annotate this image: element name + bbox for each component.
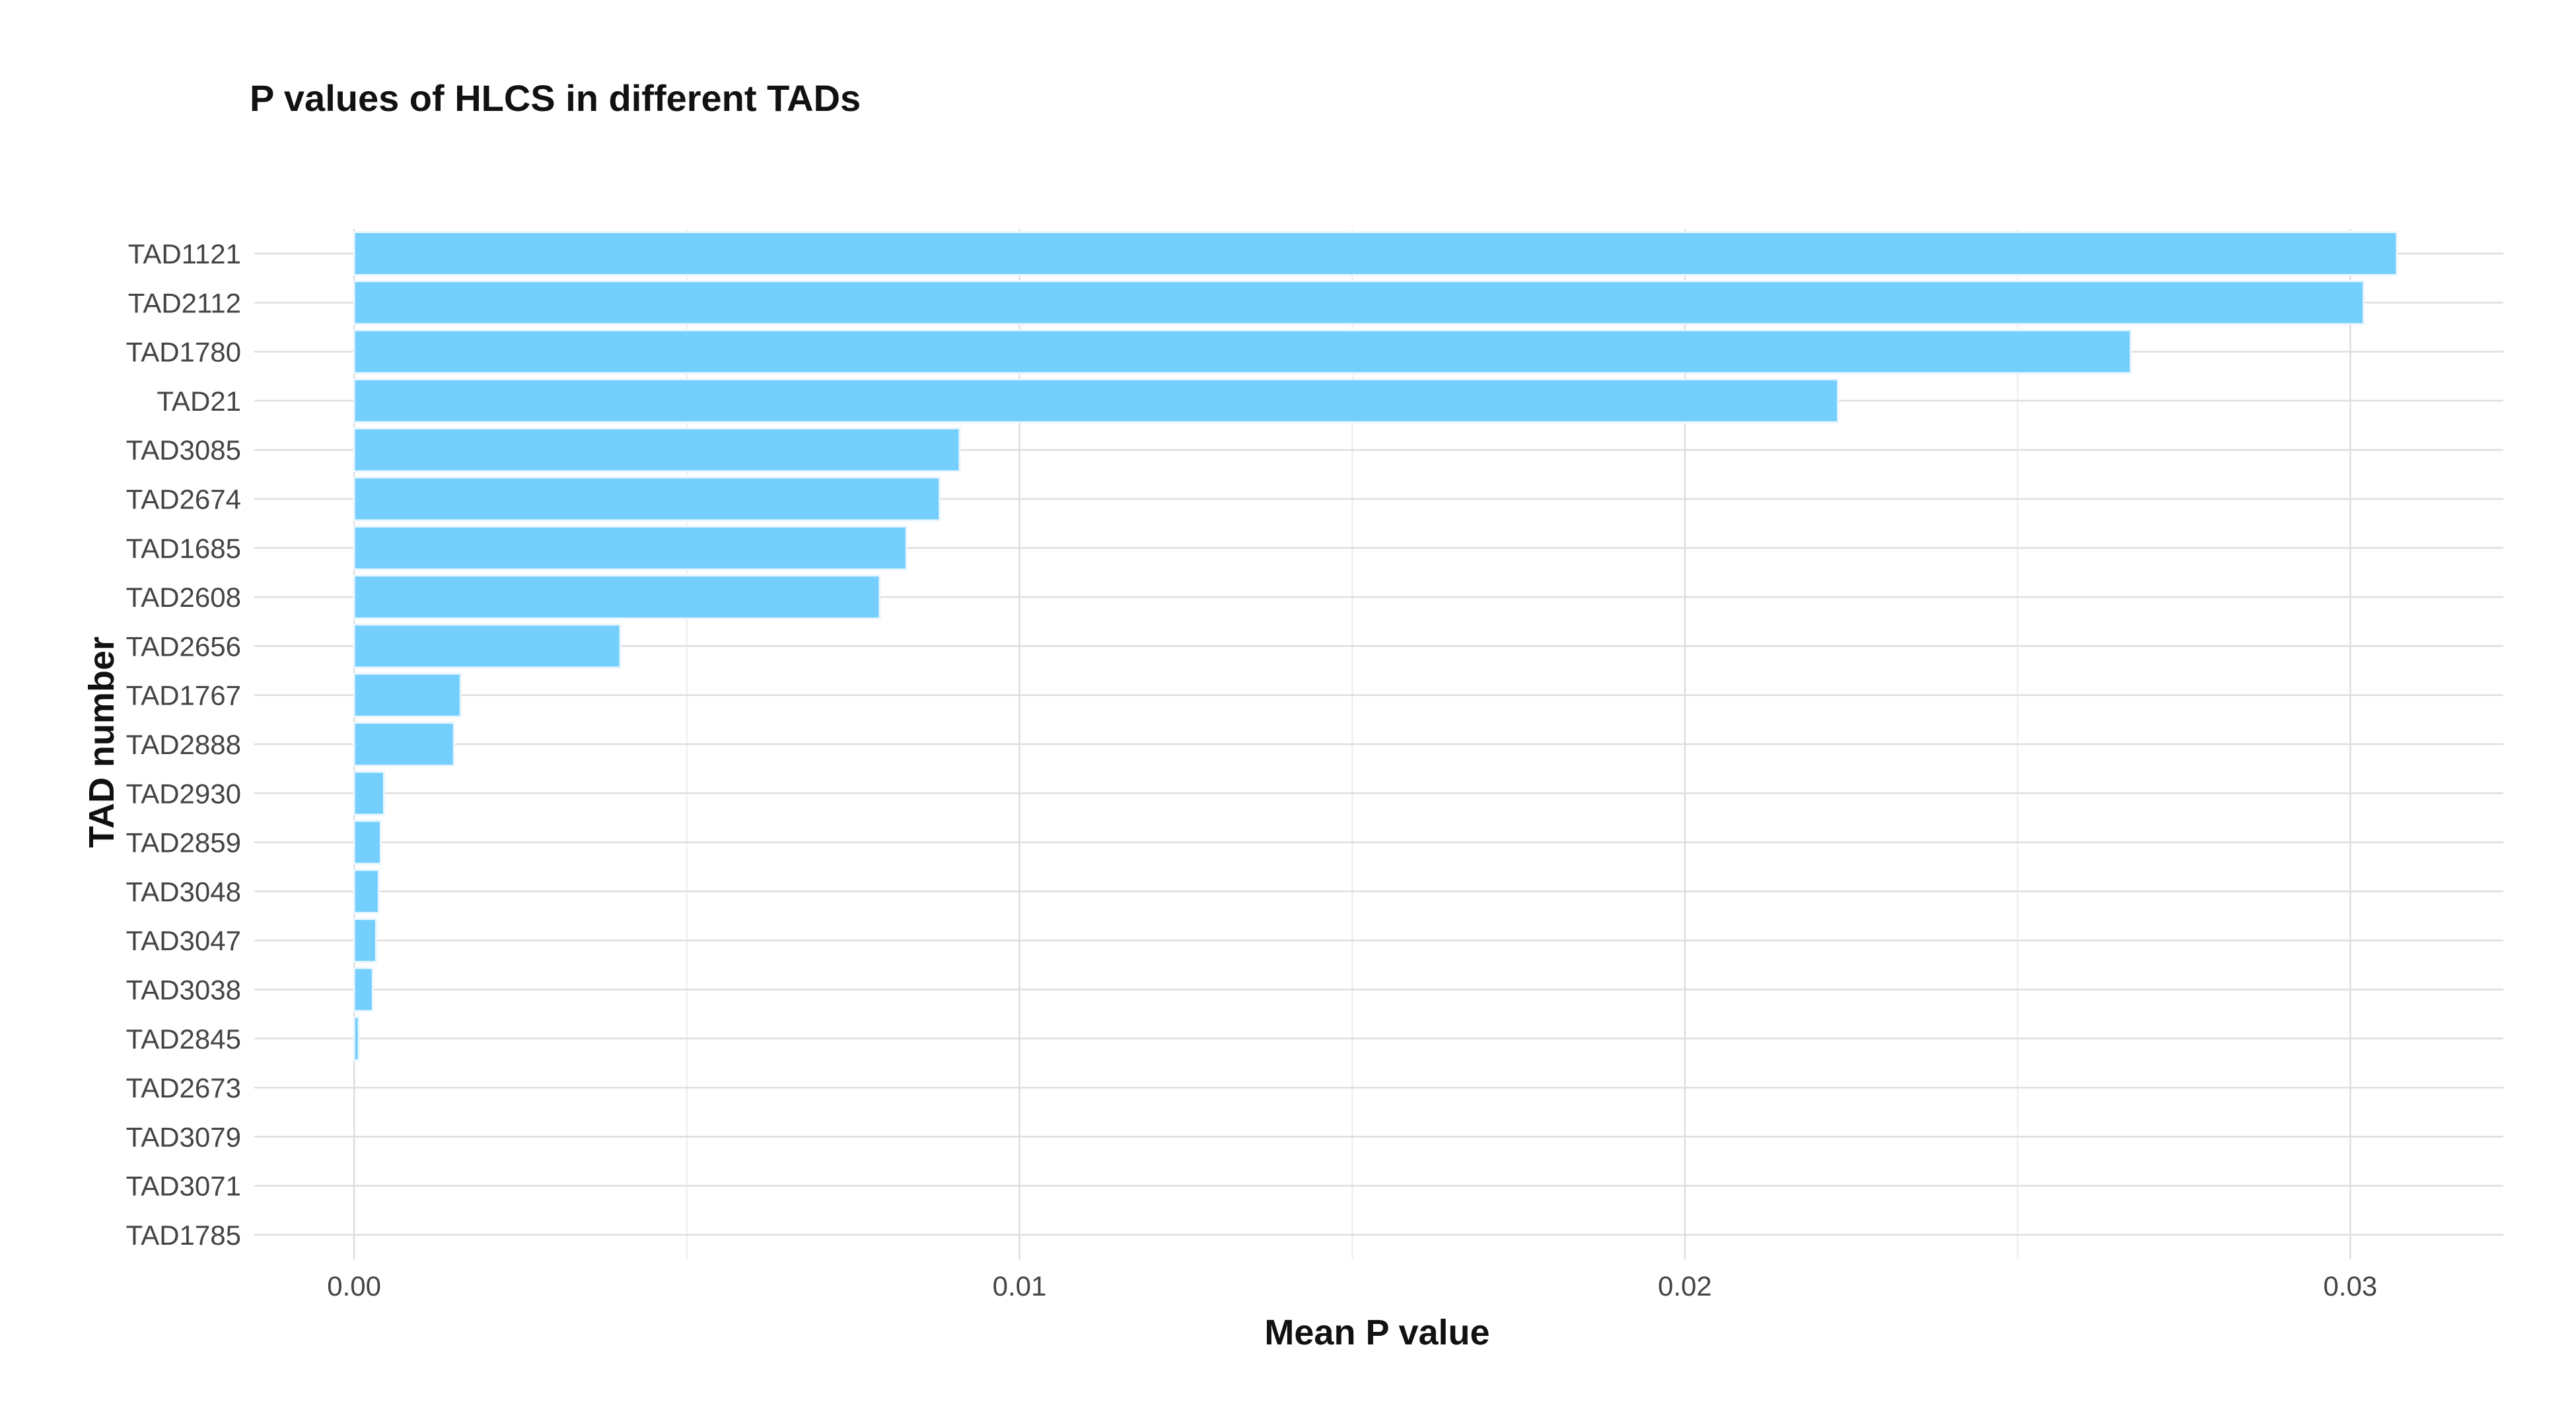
bar-tad2930	[353, 771, 385, 816]
y-axis-tick-labels: TAD1121 TAD2112 TAD1780 TAD21 TAD3085 TAD2674…	[126, 238, 241, 1251]
y-tick-label: TAD1767	[126, 680, 241, 711]
bar-tad1767	[353, 672, 462, 718]
y-axis-title: TAD number	[82, 637, 122, 848]
bar-tad2112	[353, 280, 2365, 326]
bar-tad2888	[353, 722, 455, 767]
y-tick-label: TAD3071	[126, 1171, 241, 1202]
bar-tad2845	[353, 1016, 360, 1061]
x-tick-label: 0.02	[1658, 1270, 1712, 1302]
x-tick-label: 0.00	[327, 1270, 381, 1302]
y-tick-label: TAD1780	[126, 337, 241, 368]
bar-tad1780	[353, 329, 2132, 374]
y-tick-label: TAD2674	[126, 484, 241, 515]
y-tick-label: TAD2859	[126, 827, 241, 858]
y-tick-label: TAD2656	[126, 631, 241, 662]
y-tick-label: TAD1685	[126, 533, 241, 564]
y-tick-label: TAD2930	[126, 778, 241, 809]
y-tick-label: TAD2845	[126, 1024, 241, 1055]
y-tick-label: TAD21	[157, 386, 241, 417]
bar-tad1121	[353, 231, 2398, 276]
bar-tad1685	[353, 525, 908, 571]
bar-tad3047	[353, 918, 377, 963]
x-axis-tick-labels: 0.00 0.01 0.02 0.03	[327, 1270, 2377, 1302]
y-tick-label: TAD3038	[126, 975, 241, 1006]
bar-tad2656	[353, 623, 622, 669]
chart-title: P values of HLCS in different TADs	[250, 77, 861, 119]
x-axis-title: Mean P value	[1264, 1313, 1489, 1352]
y-tick-label: TAD3085	[126, 434, 241, 466]
x-tick-label: 0.03	[2323, 1270, 2377, 1302]
bar-tad3085	[353, 427, 961, 473]
bar-tad2859	[353, 819, 382, 865]
y-tick-label: TAD2112	[128, 287, 241, 318]
bar-tad3048	[353, 868, 380, 914]
y-tick-label: TAD3047	[126, 925, 241, 956]
y-tick-label: TAD3048	[126, 876, 241, 907]
y-tick-label: TAD1121	[128, 238, 241, 269]
bar-tad21	[353, 378, 1840, 423]
y-tick-label: TAD1785	[126, 1220, 241, 1251]
y-tick-label: TAD2673	[126, 1072, 241, 1103]
x-tick-label: 0.01	[993, 1270, 1047, 1302]
bar-tad2674	[353, 476, 941, 522]
bar-tad3038	[353, 967, 374, 1012]
y-tick-label: TAD2888	[126, 729, 241, 760]
y-tick-label: TAD3079	[126, 1121, 241, 1152]
bar-tad2608	[353, 574, 881, 620]
y-tick-label: TAD2608	[126, 582, 241, 613]
bars	[353, 231, 2398, 1061]
